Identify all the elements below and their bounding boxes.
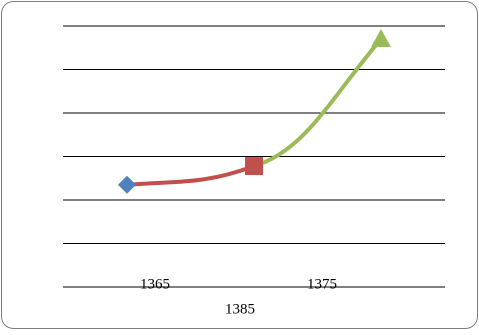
line-segment xyxy=(125,164,256,187)
x-tick-label: 1375 xyxy=(307,276,337,292)
x-tick-label: 1365 xyxy=(140,276,170,292)
x-tick-label: 1385 xyxy=(225,301,255,317)
chart-border xyxy=(1,1,478,329)
marker-diamond xyxy=(118,175,136,194)
line-segment xyxy=(252,37,383,169)
marker-triangle xyxy=(371,29,391,48)
marker-square xyxy=(245,157,263,176)
